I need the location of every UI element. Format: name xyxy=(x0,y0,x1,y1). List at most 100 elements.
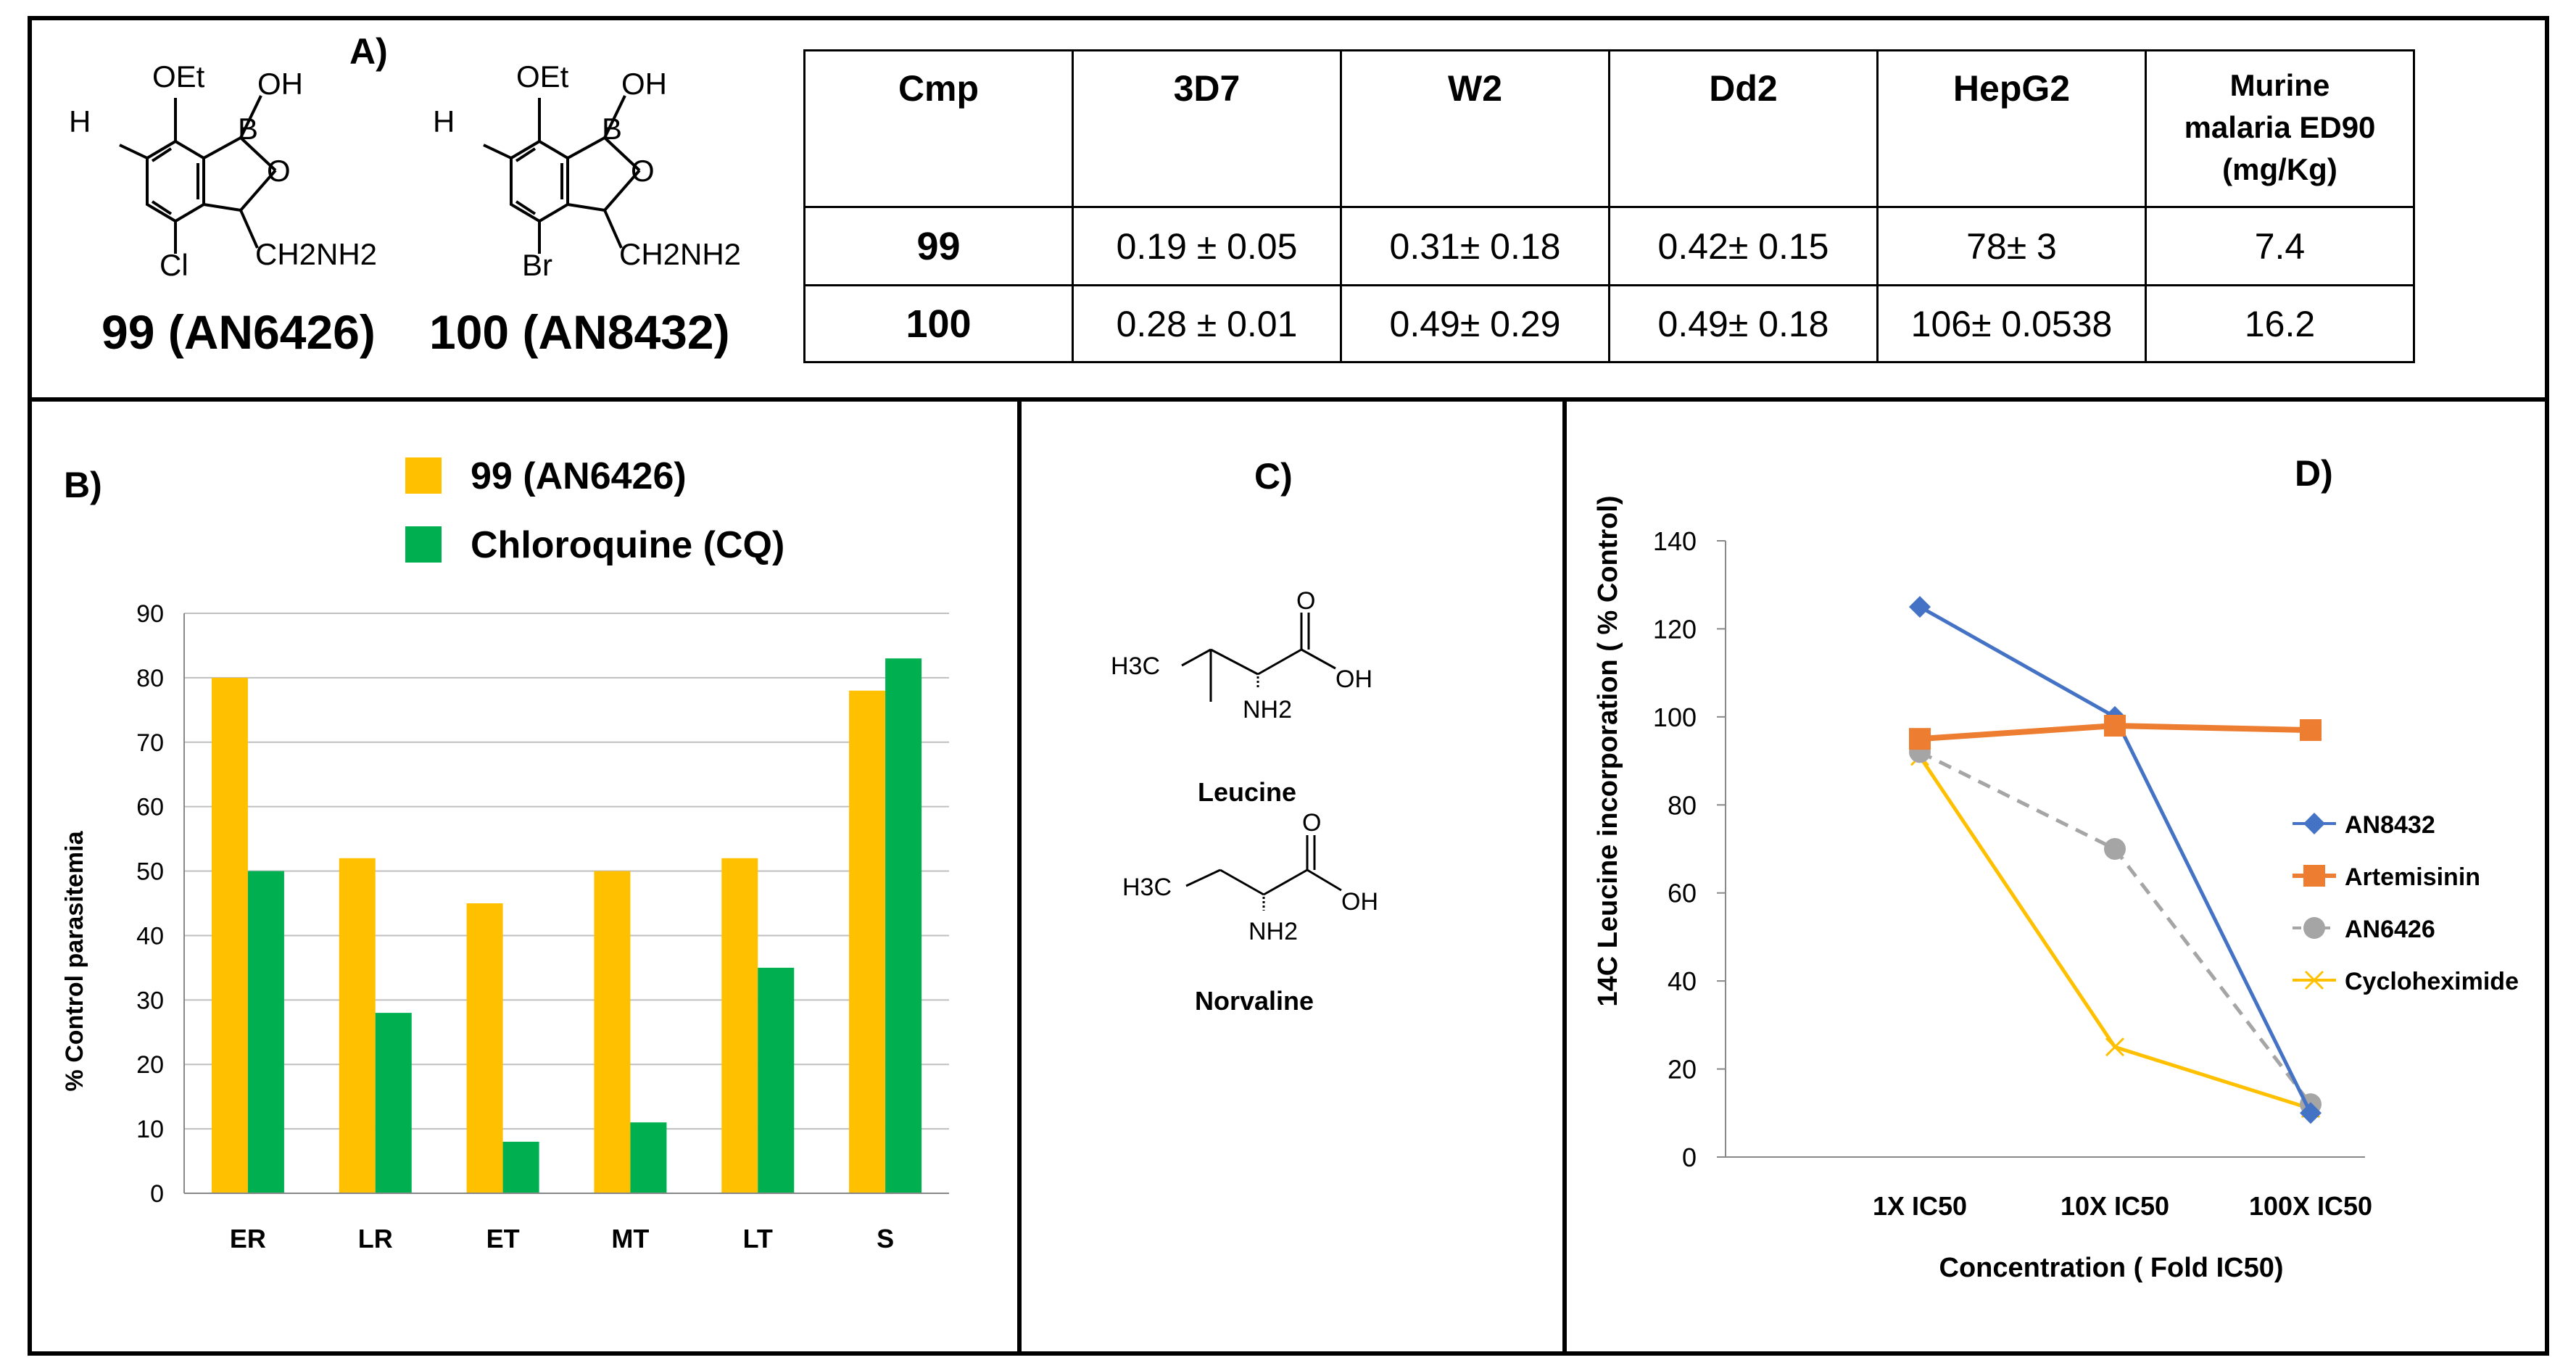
row-100-3d7: 0.28 ± 0.01 xyxy=(1072,284,1342,363)
bar-LR-an6426 xyxy=(339,858,376,1193)
oxygen-label: O xyxy=(267,154,291,188)
bar-chart-ylabel: % Control parasitemia xyxy=(61,830,88,1091)
legend-swatch xyxy=(405,457,442,494)
panel-label-d: D) xyxy=(2295,453,2333,494)
point-an8432-2 xyxy=(2300,1102,2322,1124)
legend-label: AN8432 xyxy=(2345,811,2435,839)
table-row: 100 0.28 ± 0.01 0.49± 0.29 0.49± 0.18 10… xyxy=(803,284,2415,363)
structure-99: OEt OH B O H Cl CH2NH2 xyxy=(69,59,377,282)
x-tick-label: S xyxy=(877,1224,894,1253)
y-tick-label: 40 xyxy=(136,922,164,950)
y-tick-label: 50 xyxy=(136,858,164,886)
y-tick-label: 60 xyxy=(1668,879,1697,908)
oh-label: OH xyxy=(257,67,303,101)
row-divider xyxy=(28,397,2549,402)
line-chart-ylabel: 14C Leucine incorporation ( % Control) xyxy=(1593,495,1623,1006)
hydrogen-label: H xyxy=(69,104,91,138)
y-tick-label: 0 xyxy=(150,1180,164,1208)
row-100-hepg2: 106± 0.0538 xyxy=(1876,284,2147,363)
table-row: 99 0.19 ± 0.05 0.31± 0.18 0.42± 0.15 78±… xyxy=(803,206,2415,286)
line-chart-leucine: 0 20 40 60 80 100 120 140 1X IC50 10X IC50 100X IC… xyxy=(1593,495,2519,1283)
header-hepg2: HepG2 xyxy=(1876,49,2147,208)
bar-ET-an6426 xyxy=(466,903,503,1193)
panel-label-a: A) xyxy=(349,31,388,72)
line-chart-series xyxy=(1909,596,2322,1124)
leucine-structure: H3C O OH NH2 xyxy=(1111,587,1372,724)
y-tick-label: 0 xyxy=(1682,1143,1697,1172)
bar-chart-legend: 99 (AN6426) Chloroquine (CQ) xyxy=(405,455,784,566)
header-cmp: Cmp xyxy=(803,49,1074,208)
y-tick-label: 30 xyxy=(136,987,164,1014)
boron-label: B xyxy=(602,112,622,146)
benzene-ring xyxy=(510,139,569,223)
y-tick-label: 120 xyxy=(1653,614,1697,644)
leucine-h3c: H3C xyxy=(1111,652,1160,680)
series-line-an6426 xyxy=(1918,750,2312,1106)
norvaline-oh: OH xyxy=(1341,888,1378,916)
bar-LT-chloroquine xyxy=(758,967,795,1193)
oet-label: OEt xyxy=(516,59,569,94)
leucine-name: Leucine xyxy=(1198,777,1297,807)
legend-marker xyxy=(2303,813,2325,834)
header-3d7: 3D7 xyxy=(1072,49,1342,208)
oh-label: OH xyxy=(621,67,667,101)
bar-S-an6426 xyxy=(849,690,886,1193)
murine-line-3: (mg/Kg) xyxy=(2222,152,2337,186)
leucine-o: O xyxy=(1296,587,1315,615)
legend-marker xyxy=(2304,970,2324,990)
bar-MT-an6426 xyxy=(594,871,631,1193)
legend-marker xyxy=(2303,865,2325,887)
y-tick-label: 10 xyxy=(136,1116,164,1143)
ch2nh2-label: CH2NH2 xyxy=(255,237,377,271)
legend-label: AN6426 xyxy=(2345,916,2435,943)
y-tick-label: 100 xyxy=(1653,702,1697,732)
x-tick-label: 1X IC50 xyxy=(1873,1191,1967,1221)
bar-ER-chloroquine xyxy=(247,871,284,1193)
legend-label: Artemisinin xyxy=(2345,863,2480,891)
leucine-nh2: NH2 xyxy=(1243,696,1292,724)
row-100-cmp: 100 xyxy=(803,284,1074,363)
row-99-cmp: 99 xyxy=(803,206,1074,286)
bar-LT-an6426 xyxy=(721,858,758,1193)
y-tick-label: 140 xyxy=(1653,526,1697,556)
bar-S-chloroquine xyxy=(885,658,922,1193)
y-tick-label: 60 xyxy=(136,794,164,821)
compound-99-name: 99 (AN6426) xyxy=(102,305,376,359)
legend-label: Chloroquine (CQ) xyxy=(471,524,784,566)
y-tick-label: 90 xyxy=(136,600,164,628)
bar-ET-chloroquine xyxy=(502,1141,539,1193)
ch2nh2-label: CH2NH2 xyxy=(619,237,741,271)
x-tick-label: ET xyxy=(486,1224,520,1253)
point-artemisinin-0 xyxy=(1909,728,1931,750)
bar-MT-chloroquine xyxy=(630,1122,667,1193)
line-chart-axes: 0 20 40 60 80 100 120 140 1X IC50 10X IC50 100X IC… xyxy=(1653,526,2372,1221)
x-tick-label: 100X IC50 xyxy=(2249,1191,2372,1221)
x-tick-label: 10X IC50 xyxy=(2061,1191,2169,1221)
bar-LR-chloroquine xyxy=(375,1013,412,1193)
y-tick-label: 70 xyxy=(136,729,164,757)
structure-100: OEt OH B O H Br CH2NH2 xyxy=(433,59,741,282)
norvaline-nh2: NH2 xyxy=(1248,918,1298,945)
row-99-hepg2: 78± 3 xyxy=(1876,206,2147,286)
oxygen-label: O xyxy=(631,154,655,188)
legend-marker xyxy=(2303,917,2325,939)
row-99-murine: 7.4 xyxy=(2145,206,2415,286)
benzene-ring xyxy=(146,139,205,223)
bar-chart-bars xyxy=(211,658,922,1193)
series-line-cycloheximide xyxy=(1918,755,2311,1111)
norvaline-name: Norvaline xyxy=(1195,986,1314,1016)
header-dd2: Dd2 xyxy=(1608,49,1879,208)
norvaline-h3c: H3C xyxy=(1122,874,1172,901)
norvaline-structure: H3C O OH NH2 xyxy=(1122,809,1378,945)
y-tick-label: 20 xyxy=(136,1051,164,1079)
x-tick-label: LR xyxy=(358,1224,393,1253)
row-99-3d7: 0.19 ± 0.05 xyxy=(1072,206,1342,286)
y-tick-label: 80 xyxy=(136,665,164,692)
figure-frame xyxy=(28,16,2549,1356)
point-an8432-0 xyxy=(1909,596,1931,618)
header-murine: Murine malaria ED90 (mg/Kg) xyxy=(2145,49,2415,208)
chlorine-label: Cl xyxy=(160,248,189,282)
hydrogen-label: H xyxy=(433,104,455,138)
bar-chart-parasitemia: 0 10 20 30 40 50 60 70 80 90 ER LR ET MT LT S 99 (AN642… xyxy=(61,455,949,1253)
x-tick-label: LT xyxy=(743,1224,773,1253)
